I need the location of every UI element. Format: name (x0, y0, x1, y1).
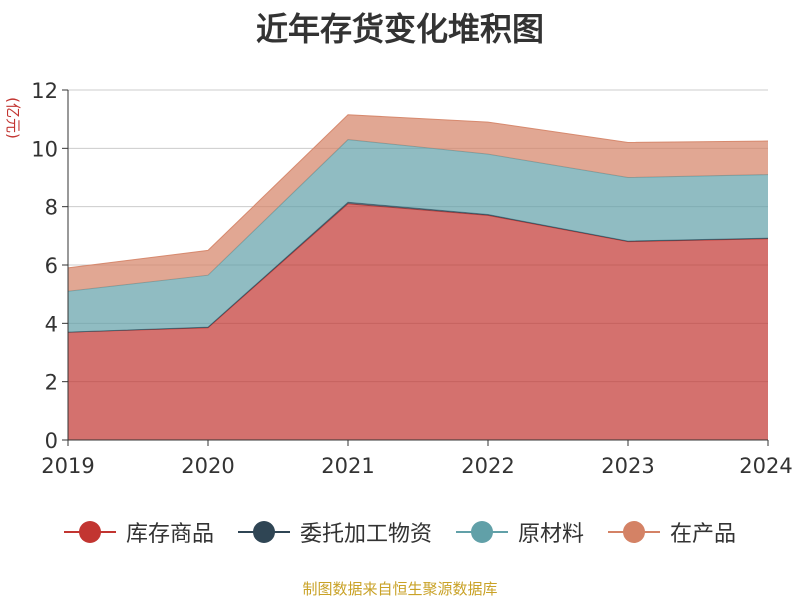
legend-label-2: 原材料 (518, 522, 585, 547)
legend-swatch-0 (63, 520, 116, 544)
legend-label-0: 库存商品 (125, 522, 214, 547)
y-tick-label-2: 4 (45, 312, 58, 336)
legend-swatch-3 (608, 520, 661, 544)
legend-swatch-1 (237, 520, 290, 544)
axis-layer: 0 2 4 6 8 10 12 2019 2020 2021 2022 2023 2024 (31, 79, 792, 478)
x-tick-label-1: 2020 (181, 454, 234, 478)
line-series-3 (67, 114, 769, 269)
area-layer (67, 114, 769, 440)
legend-label-3: 在产品 (670, 522, 737, 547)
source-note: 制图数据来自恒生聚源数据库 (302, 580, 498, 598)
y-tick-label-1: 2 (45, 371, 58, 395)
x-tick-label-3: 2022 (461, 454, 514, 478)
y-axis-label: (亿元) (4, 97, 22, 139)
x-tick-label-2: 2021 (321, 454, 374, 478)
x-tick-label-5: 2024 (739, 454, 792, 478)
chart-title: 近年存货变化堆积图 (255, 10, 544, 48)
y-tick-label-4: 8 (45, 196, 58, 220)
legend-item-0[interactable]: 库存商品 (63, 516, 214, 548)
x-tick-label-4: 2023 (601, 454, 654, 478)
area-series-0 (68, 203, 768, 440)
area-series-2 (68, 139, 768, 333)
legend-item-1[interactable]: 委托加工物资 (237, 516, 432, 548)
y-tick-label-3: 6 (45, 254, 58, 278)
y-tick-label-5: 10 (31, 137, 58, 161)
legend-swatch-2 (456, 520, 508, 544)
y-tick-label-0: 0 (45, 429, 58, 453)
area-series-3 (68, 114, 768, 292)
legend-label-1: 委托加工物资 (299, 522, 432, 547)
y-tick-label-6: 12 (31, 79, 58, 103)
legend-item-2[interactable]: 原材料 (456, 516, 584, 548)
x-tick-label-0: 2019 (41, 454, 94, 478)
legend-item-3[interactable]: 在产品 (608, 516, 736, 548)
legend: 库存商品 委托加工物资 原材料 在产品 (0, 516, 800, 548)
